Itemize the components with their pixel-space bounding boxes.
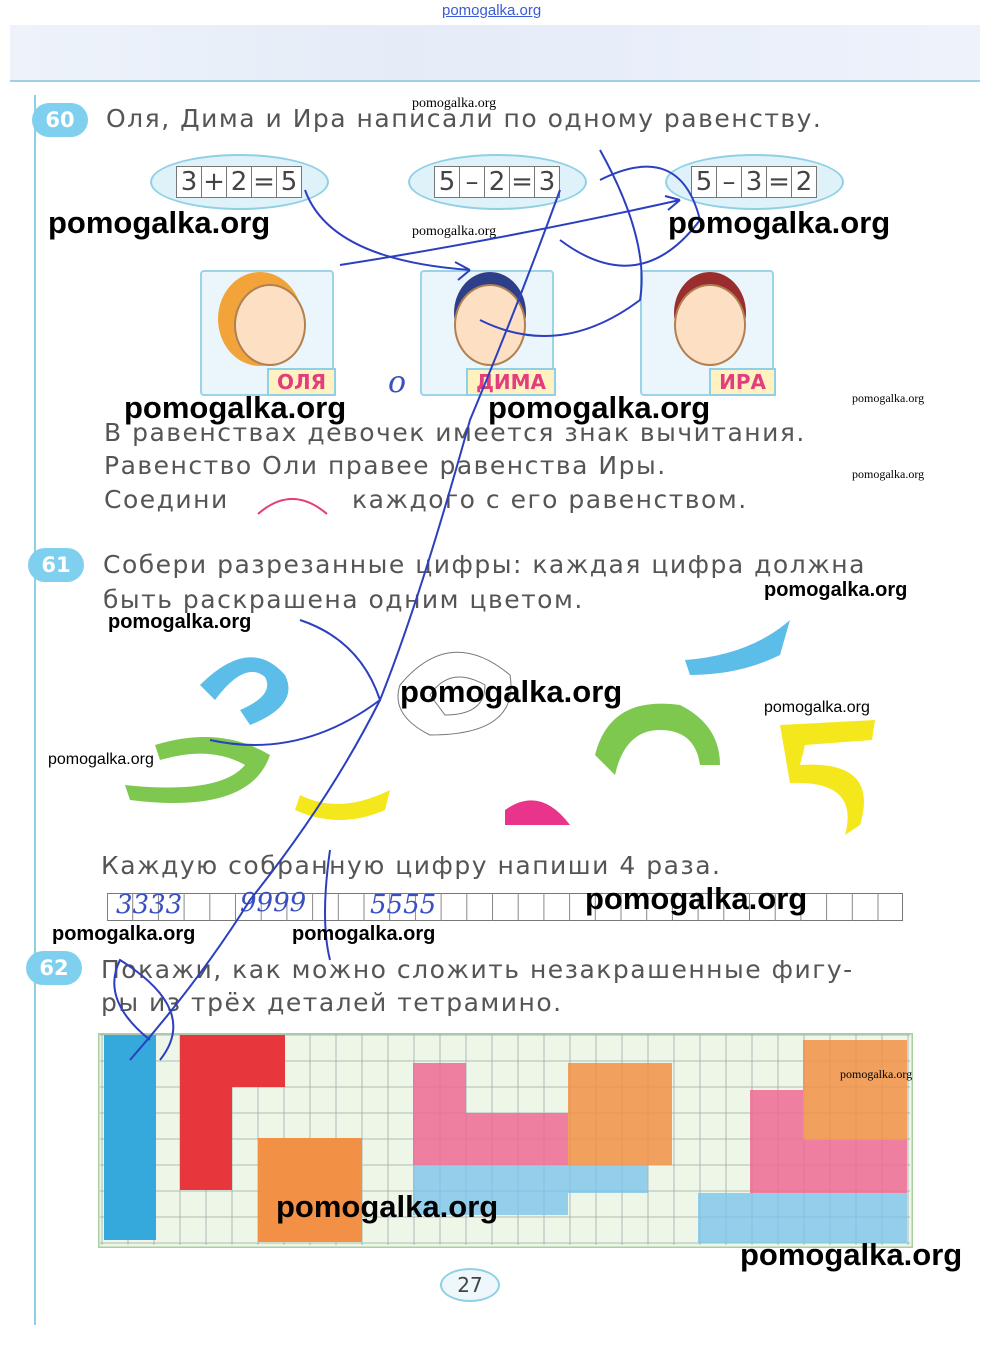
task-61-line-3: Каждую собранную цифру напиши 4 раза. <box>101 851 722 880</box>
eq-cell: = <box>251 166 277 198</box>
watermark: pomogalka.org <box>585 881 808 916</box>
task-62-line-2: ры из трёх деталей тетрамино. <box>101 988 563 1017</box>
digit-piece-pink <box>505 800 570 825</box>
digit-piece-blue-3-top <box>200 657 289 725</box>
equation-bubble-2: 5–2 = 3 <box>408 154 587 210</box>
eq-cell: = <box>509 166 535 198</box>
digit-piece-yellow <box>295 790 390 820</box>
watermark: pomogalka.org <box>764 579 908 601</box>
digit-pieces <box>125 620 875 835</box>
task-60-line-3: Равенство Оли правее равенства Иры. <box>104 451 667 480</box>
tetromino-red-l <box>180 1035 285 1190</box>
tetromino-blue-bar <box>104 1035 156 1240</box>
connect-arc-icon <box>257 498 328 515</box>
tetromino-grid <box>98 1033 913 1248</box>
answer-fives: 5555 <box>370 890 437 920</box>
header-banner <box>10 25 980 82</box>
character-olya: ОЛЯ <box>200 270 336 396</box>
eq-cell: 5 <box>276 166 302 198</box>
page-number: 27 <box>440 1268 500 1302</box>
task-61-line-2: быть раскрашена одним цветом. <box>103 585 584 614</box>
top-watermark: pomogalka.org <box>442 2 542 19</box>
watermark: pomogalka.org <box>764 699 870 716</box>
watermark: pomogalka.org <box>740 1237 963 1272</box>
watermark: pomogalka.org <box>124 390 347 425</box>
tetromino-orange-right <box>803 1040 907 1140</box>
task-61-badge: 61 <box>28 548 84 582</box>
watermark: pomogalka.org <box>852 467 925 481</box>
watermark: pomogalka.org <box>840 1067 913 1081</box>
watermark: pomogalka.org <box>488 390 711 425</box>
eq-cell: 5 <box>434 166 460 198</box>
watermark: pomogalka.org <box>48 751 154 768</box>
watermark: pomogalka.org <box>400 674 623 709</box>
digit-piece-yellow-5 <box>780 720 875 835</box>
equation-bubble-3: 5–3 = 2 <box>665 154 844 210</box>
watermark: pomogalka.org <box>668 205 891 240</box>
ira-face-illustration <box>674 284 746 366</box>
tetromino-light-blue-strip <box>413 1165 648 1215</box>
answer-nines: 9999 <box>240 888 307 918</box>
equation-bubble-1: 3 +2 = 5 <box>150 154 329 210</box>
eq-cell: + <box>201 166 227 198</box>
digit-piece-green-3-bottom <box>125 737 270 803</box>
eq-cell: 2 <box>484 166 510 198</box>
eq-cell: 2 <box>226 166 252 198</box>
answer-threes: 3333 <box>116 890 183 920</box>
equation-1: 3 +2 = 5 <box>176 166 302 198</box>
olya-face-illustration <box>234 284 306 366</box>
eq-cell: 2 <box>791 166 817 198</box>
task-60-line-4a: Соедини <box>104 485 229 514</box>
character-ira: ИРА <box>640 270 776 396</box>
watermark: pomogalka.org <box>292 923 436 945</box>
dima-face-illustration <box>454 284 526 366</box>
task-60-line-4b: каждого с его равенством. <box>352 485 748 514</box>
eq-cell: 5 <box>691 166 717 198</box>
tetromino-light-blue-right <box>698 1193 907 1243</box>
eq-cell: = <box>766 166 792 198</box>
tetromino-orange-block <box>568 1063 672 1165</box>
tetromino-orange-square <box>258 1138 362 1242</box>
digit-piece-green-9 <box>595 703 720 775</box>
handwritten-note: о <box>388 365 407 400</box>
watermark: pomogalka.org <box>48 205 271 240</box>
task-60-badge: 60 <box>32 103 88 137</box>
equation-3: 5–3 = 2 <box>691 166 817 198</box>
tetromino-pink-right <box>750 1090 907 1193</box>
eq-cell: – <box>459 166 485 198</box>
equation-2: 5–2 = 3 <box>434 166 560 198</box>
task-61-line-1: Собери разрезанные цифры: каждая цифра д… <box>103 550 866 579</box>
eq-cell: 3 <box>741 166 767 198</box>
label-ira: ИРА <box>709 368 776 396</box>
digit-piece-blue-top-right <box>685 620 790 675</box>
character-dima: ДИМА <box>420 270 556 396</box>
watermark: pomogalka.org <box>52 923 196 945</box>
watermark: pomogalka.org <box>108 611 252 633</box>
watermark: pomogalka.org <box>412 96 497 111</box>
eq-cell: 3 <box>534 166 560 198</box>
watermark: pomogalka.org <box>852 391 925 405</box>
margin-line <box>34 95 36 1325</box>
task-60-text: Оля, Дима и Ира написали по одному равен… <box>106 104 823 133</box>
eq-cell: 3 <box>176 166 202 198</box>
eq-cell: – <box>716 166 742 198</box>
task-62-badge: 62 <box>26 951 82 985</box>
tetromino-pink-u <box>413 1063 568 1165</box>
watermark: pomogalka.org <box>412 224 497 239</box>
watermark: pomogalka.org <box>276 1189 499 1224</box>
task-62-line-1: Покажи, как можно сложить незакрашенные … <box>101 955 854 984</box>
